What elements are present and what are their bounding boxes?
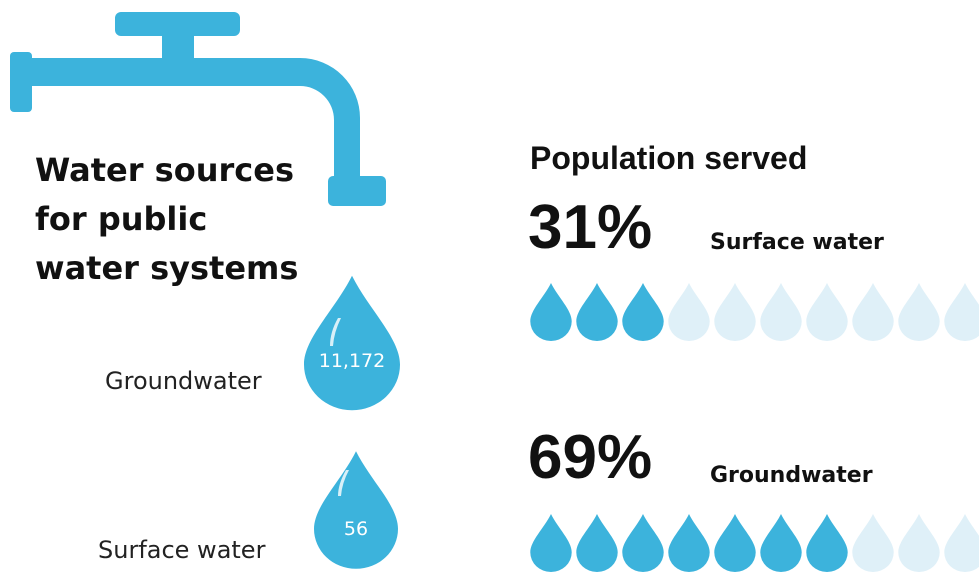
faucet-handle bbox=[115, 12, 240, 36]
drop-filled bbox=[806, 514, 848, 572]
drop-filled bbox=[714, 514, 756, 572]
drop-empty bbox=[852, 283, 894, 341]
drop-empty bbox=[898, 283, 940, 341]
percent-label: Surface water bbox=[710, 230, 884, 255]
percent: 69% bbox=[528, 423, 653, 492]
source-count: 11,172 bbox=[318, 350, 386, 372]
drop-empty bbox=[944, 283, 979, 341]
drop-row bbox=[530, 514, 979, 572]
source-drop bbox=[314, 451, 398, 569]
title: Water sources for public water systems bbox=[35, 151, 299, 287]
drop-empty bbox=[806, 283, 848, 341]
source-count: 56 bbox=[343, 518, 369, 540]
population-title: Population served bbox=[530, 140, 808, 176]
drop-empty bbox=[668, 283, 710, 341]
drop-row bbox=[530, 283, 979, 341]
drop-empty bbox=[944, 514, 979, 572]
faucet-flange bbox=[10, 52, 32, 112]
drop-filled bbox=[622, 514, 664, 572]
drop-filled bbox=[530, 283, 572, 341]
drop-filled bbox=[760, 514, 802, 572]
drop-empty bbox=[714, 283, 756, 341]
drop-highlights bbox=[330, 318, 349, 496]
highlight bbox=[338, 470, 349, 496]
drop-filled bbox=[622, 283, 664, 341]
drop-empty bbox=[852, 514, 894, 572]
faucet bbox=[10, 12, 386, 206]
percent: 31% bbox=[528, 193, 653, 262]
drop-filled bbox=[530, 514, 572, 572]
drop-filled bbox=[576, 283, 618, 341]
drop-filled bbox=[668, 514, 710, 572]
drop-empty bbox=[760, 283, 802, 341]
faucet-pipe bbox=[28, 58, 360, 180]
source-label: Surface water bbox=[98, 536, 266, 564]
faucet-spout bbox=[328, 176, 386, 206]
percent-label: Groundwater bbox=[710, 463, 873, 488]
source-label: Groundwater bbox=[105, 367, 262, 395]
drop-filled bbox=[576, 514, 618, 572]
drop-empty bbox=[898, 514, 940, 572]
faucet-stem bbox=[162, 30, 194, 60]
highlight bbox=[330, 318, 341, 346]
source-drop bbox=[304, 275, 400, 411]
